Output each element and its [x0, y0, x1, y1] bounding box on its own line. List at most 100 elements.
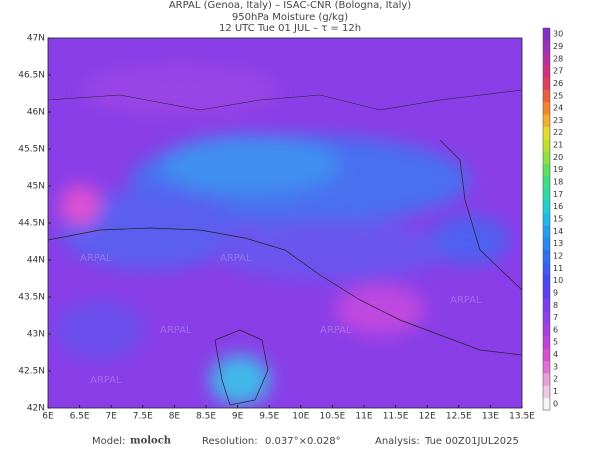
header-line: 950hPa Moisture (g/kg)	[232, 12, 348, 23]
colorbar-swatch	[543, 188, 550, 201]
colorbar-label: 13	[553, 239, 563, 248]
colorbar-swatch	[543, 323, 550, 337]
lat-label: 42.5N	[18, 367, 45, 377]
colorbar-swatch	[543, 274, 550, 288]
colorbar-swatch	[543, 336, 550, 349]
lon-label: 6E	[42, 412, 54, 422]
colorbar-label: 20	[553, 153, 563, 162]
colorbar-swatch	[543, 175, 550, 189]
watermark: ARPAL	[320, 325, 352, 336]
colorbar-swatch	[543, 77, 550, 90]
colorbar-swatch	[543, 114, 550, 127]
colorbar-label: 1	[553, 387, 558, 396]
colorbar-label: 29	[553, 42, 563, 51]
footer-value: Tue 00Z01JUL2025	[424, 436, 519, 447]
colorbar-swatch	[543, 286, 550, 300]
lat-label: 44N	[27, 256, 45, 266]
colorbar-label: 17	[553, 190, 563, 199]
colorbar-label: 3	[553, 362, 558, 371]
lon-label: 13.5E	[509, 412, 535, 422]
footer-value: moloch	[130, 436, 172, 447]
colorbar-label: 6	[553, 325, 558, 334]
colorbar-swatch	[543, 385, 550, 398]
lon-label: 13E	[482, 412, 499, 422]
lon-label: 10E	[292, 412, 309, 422]
colorbar-label: 14	[553, 227, 563, 236]
colorbar-swatch	[543, 200, 550, 214]
lon-label: 7.5E	[133, 412, 153, 422]
lat-label: 42N	[27, 404, 45, 414]
footer-label: Analysis:	[375, 436, 420, 447]
lon-label: 8E	[169, 412, 181, 422]
colorbar-label: 4	[553, 350, 558, 359]
colorbar-label: 30	[553, 30, 563, 39]
footer-label: Model:	[92, 436, 125, 447]
colorbar-swatch	[543, 101, 550, 115]
colorbar-swatch	[543, 397, 550, 411]
colorbar-swatch	[543, 138, 550, 152]
axes: 47N 46.5N 46N 45.5N 45N 44.5N 44N 43.5N 43N 42.5N…	[18, 34, 535, 422]
lon-label: 8.5E	[196, 412, 216, 422]
colorbar-label: 15	[553, 215, 563, 224]
colorbar-swatch	[543, 262, 550, 275]
colorbar-swatch	[543, 348, 550, 362]
watermark: ARPAL	[160, 325, 192, 336]
watermark: ARPAL	[450, 295, 482, 306]
map-field	[48, 38, 522, 408]
colorbar-swatch	[543, 360, 550, 374]
lat-label: 45N	[27, 182, 45, 192]
colorbar-label: 7	[553, 313, 558, 322]
lon-label: 12.5E	[446, 412, 472, 422]
colorbar-label: 16	[553, 202, 563, 211]
colorbar: 0123456789101112131415161718192021222324…	[542, 27, 563, 411]
lon-label: 6.5E	[70, 412, 90, 422]
colorbar-label: 23	[553, 116, 563, 125]
colorbar-label: 27	[553, 67, 563, 76]
colorbar-label: 25	[553, 91, 563, 100]
footer-label: Resolution:	[202, 436, 258, 447]
colorbar-swatch	[543, 249, 550, 263]
lat-label: 43.5N	[18, 293, 45, 303]
colorbar-swatch	[543, 163, 550, 177]
lat-label: 44.5N	[18, 219, 45, 229]
lon-label: 11.5E	[383, 412, 409, 422]
footer: Model: moloch Resolution: 0.037°×0.028° …	[92, 436, 519, 448]
colorbar-label: 18	[553, 178, 563, 187]
lon-label: 10.5E	[320, 412, 346, 422]
lat-label: 46N	[27, 108, 45, 118]
colorbar-label: 26	[553, 79, 563, 88]
colorbar-swatch	[543, 237, 550, 251]
lat-label: 47N	[27, 34, 45, 44]
colorbar-swatch	[543, 225, 550, 238]
colorbar-swatch	[543, 89, 550, 103]
colorbar-label: 24	[553, 104, 563, 113]
lon-label: 11E	[355, 412, 372, 422]
colorbar-label: 12	[553, 251, 563, 260]
lat-label: 46.5N	[18, 71, 45, 81]
colorbar-label: 22	[553, 128, 563, 137]
colorbar-swatch	[543, 52, 550, 66]
watermark: ARPAL	[80, 253, 112, 264]
lon-label: 9.5E	[259, 412, 279, 422]
colorbar-swatch	[543, 151, 550, 164]
colorbar-swatch	[543, 311, 550, 325]
colorbar-label: 2	[553, 375, 558, 384]
colorbar-label: 21	[553, 141, 563, 150]
watermark: ARPAL	[90, 375, 122, 386]
watermarks: ARPAL ARPAL ARPAL ARPAL ARPAL ARPAL	[80, 253, 482, 386]
lon-label: 12E	[419, 412, 436, 422]
lon-label: 7E	[105, 412, 117, 422]
colorbar-label: 5	[553, 338, 558, 347]
colorbar-label: 8	[553, 301, 558, 310]
header-line: 12 UTC Tue 01 JUL – τ = 12h	[219, 23, 361, 34]
colorbar-label: 19	[553, 165, 563, 174]
colorbar-label: 10	[553, 276, 563, 285]
watermark: ARPAL	[220, 253, 252, 264]
lon-label: 9E	[232, 412, 244, 422]
colorbar-swatch	[543, 373, 550, 386]
colorbar-swatch	[543, 40, 550, 53]
colorbar-label: 11	[553, 264, 563, 273]
lat-label: 43N	[27, 330, 45, 340]
colorbar-swatch	[543, 64, 550, 78]
